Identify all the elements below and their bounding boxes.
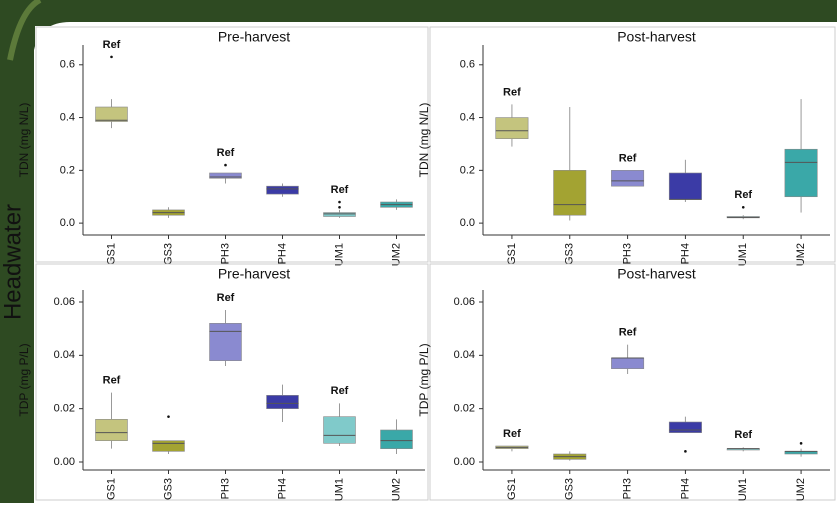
x-tick-label: UM1 <box>737 243 749 266</box>
ref-label: Ref <box>619 152 637 164</box>
outlier <box>110 55 113 59</box>
y-tick-label: 0.00 <box>454 456 475 468</box>
x-tick-label: PH4 <box>276 478 288 499</box>
panel-title: Post-harvest <box>617 266 696 282</box>
x-tick-label: PH4 <box>679 478 691 499</box>
outlier <box>799 442 803 445</box>
box <box>323 212 356 217</box>
y-axis-label: TDN (mg N/L) <box>17 103 31 178</box>
box <box>668 421 702 433</box>
x-tick-label: PH3 <box>621 243 633 264</box>
x-tick-label: GS3 <box>162 478 174 500</box>
ref-label: Ref <box>103 39 121 51</box>
y-tick-label: 0.06 <box>54 296 75 308</box>
y-tick-label: 0.2 <box>60 164 75 176</box>
panel-title: Pre-harvest <box>218 29 290 45</box>
y-tick-label: 0.0 <box>60 217 75 229</box>
ref-label: Ref <box>734 189 752 201</box>
box <box>266 185 299 195</box>
x-tick-label: GS1 <box>105 478 117 500</box>
x-tick-label: GS3 <box>564 243 576 265</box>
x-tick-label: PH3 <box>219 243 231 264</box>
y-tick-label: 0.6 <box>460 59 475 71</box>
box <box>95 106 128 122</box>
box <box>95 419 128 441</box>
x-tick-label: GS1 <box>105 243 117 265</box>
x-tick-label: UM2 <box>795 243 807 266</box>
x-tick-label: UM2 <box>390 478 402 501</box>
panel-title: Pre-harvest <box>218 266 290 282</box>
box <box>611 170 645 187</box>
panel-border <box>35 263 429 501</box>
x-tick-label: UM1 <box>333 243 345 266</box>
ref-label: Ref <box>331 184 349 196</box>
y-tick-label: 0.02 <box>54 403 75 415</box>
x-tick-label: GS1 <box>506 478 518 500</box>
x-tick-label: GS3 <box>564 478 576 500</box>
x-tick-label: GS1 <box>506 243 518 265</box>
box <box>553 170 587 216</box>
panel-title: Post-harvest <box>617 29 696 45</box>
y-tick-label: 0.4 <box>60 111 75 123</box>
outlier <box>338 205 341 209</box>
box <box>266 395 299 409</box>
outlier <box>741 205 745 209</box>
y-axis-label: TDP (mg P/L) <box>417 343 431 416</box>
x-tick-label: GS3 <box>162 243 174 265</box>
outlier <box>684 450 687 453</box>
x-tick-label: PH3 <box>621 478 633 499</box>
x-tick-label: PH4 <box>679 243 691 264</box>
box <box>323 416 356 444</box>
x-tick-label: UM1 <box>333 478 345 501</box>
y-axis-label: TDN (mg N/L) <box>417 103 431 178</box>
outlier <box>338 200 341 204</box>
y-axis-label: TDP (mg P/L) <box>17 343 31 416</box>
box <box>611 357 645 369</box>
x-tick-label: UM2 <box>795 478 807 501</box>
ref-label: Ref <box>103 375 121 387</box>
ref-label: Ref <box>503 428 521 440</box>
panel-border <box>429 263 836 501</box>
y-tick-label: 0.04 <box>454 349 475 361</box>
box <box>784 148 818 198</box>
box <box>209 323 242 361</box>
y-tick-label: 0.0 <box>460 217 475 229</box>
ref-label: Ref <box>331 385 349 397</box>
decoration <box>7 0 42 61</box>
ref-label: Ref <box>217 147 235 159</box>
panel-border <box>35 26 429 263</box>
y-tick-label: 0.06 <box>454 296 475 308</box>
y-tick-label: 0.6 <box>60 59 75 71</box>
box <box>152 440 185 452</box>
y-tick-label: 0.02 <box>454 403 475 415</box>
ref-label: Ref <box>503 86 521 98</box>
box <box>668 172 702 200</box>
x-tick-label: PH3 <box>219 478 231 499</box>
y-tick-label: 0.04 <box>54 349 75 361</box>
row-label: Headwater <box>0 204 26 320</box>
y-tick-label: 0.00 <box>54 456 75 468</box>
box <box>209 172 242 179</box>
outlier <box>167 415 170 418</box>
box <box>380 429 413 449</box>
x-tick-label: UM1 <box>737 478 749 501</box>
ref-label: Ref <box>734 429 752 441</box>
x-tick-label: PH4 <box>276 243 288 264</box>
box <box>495 117 529 139</box>
ref-label: Ref <box>217 292 235 304</box>
y-tick-label: 0.2 <box>460 164 475 176</box>
y-tick-label: 0.4 <box>460 111 475 123</box>
outlier <box>224 163 227 167</box>
x-tick-label: UM2 <box>390 243 402 266</box>
panel-border <box>429 26 836 263</box>
ref-label: Ref <box>619 327 637 339</box>
